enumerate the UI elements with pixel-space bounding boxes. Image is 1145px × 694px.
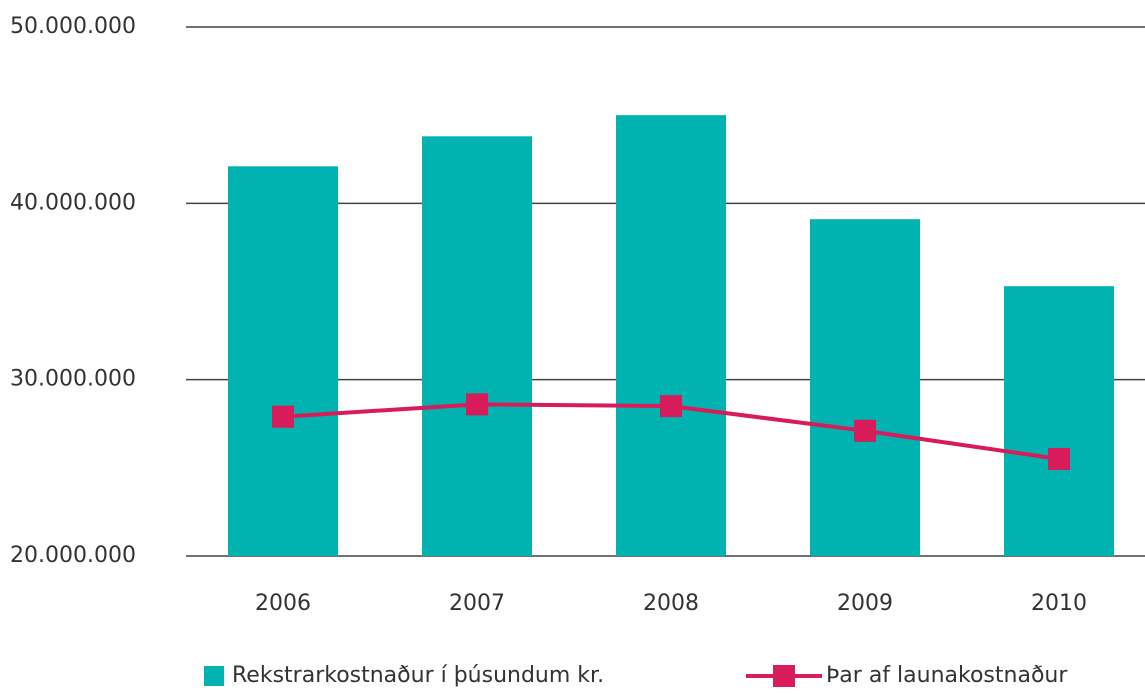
legend-swatch <box>204 666 224 686</box>
bar <box>616 115 726 557</box>
marker <box>272 405 294 428</box>
bar <box>228 166 338 556</box>
y-tick-label: 40.000.000 <box>10 190 136 215</box>
x-tick-label: 2010 <box>1031 591 1087 616</box>
bar <box>1004 286 1114 556</box>
x-tick-label: 2006 <box>255 591 311 616</box>
marker <box>1048 448 1070 471</box>
bar <box>422 136 532 556</box>
y-tick-label: 30.000.000 <box>10 367 136 392</box>
x-tick-label: 2007 <box>449 591 505 616</box>
legend-label: Rekstrarkostnaður í þúsundum kr. <box>232 663 604 688</box>
x-tick-label: 2009 <box>837 591 893 616</box>
y-tick-label: 20.000.000 <box>10 543 136 568</box>
marker <box>854 419 876 442</box>
y-tick-label: 50.000.000 <box>10 14 136 39</box>
x-tick-label: 2008 <box>643 591 699 616</box>
legend-swatch <box>773 665 795 687</box>
marker <box>660 395 682 418</box>
bar <box>810 219 920 556</box>
marker <box>466 393 488 416</box>
legend-label: Þar af launakostnaður <box>826 663 1068 688</box>
